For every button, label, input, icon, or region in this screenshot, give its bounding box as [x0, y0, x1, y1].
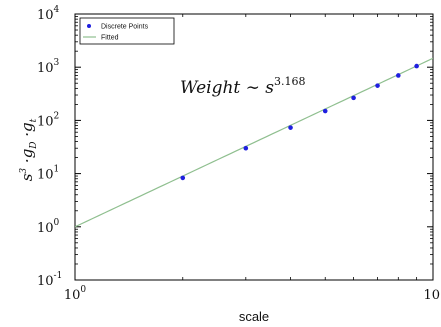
legend-box: [79, 17, 175, 45]
x-tick-label: 10: [423, 288, 440, 303]
y-tick-label: 103: [37, 58, 60, 76]
data-point: [288, 125, 293, 130]
y-label-sub1: D: [29, 141, 39, 149]
y-tick-label: 101: [37, 165, 59, 183]
legend-marker-points: [87, 24, 91, 28]
legend-label-points: Discrete Points: [101, 24, 149, 31]
discrete-points-layer: [180, 63, 419, 181]
data-point: [396, 73, 401, 78]
y-tick-label: 100: [37, 218, 60, 236]
y-tick-label: 102: [37, 111, 59, 129]
data-point: [180, 175, 186, 181]
fit-annotation-exp: 3.168: [274, 75, 306, 88]
y-tick-label: 104: [37, 5, 60, 23]
legend: Discrete Points Fitted: [79, 17, 175, 45]
x-tick-labels: 100 10: [64, 285, 440, 303]
data-point: [414, 63, 419, 69]
x-tick-label: 100: [64, 285, 87, 303]
fit-annotation-text: Weight ∼ s: [180, 78, 274, 98]
y-label-exp: 3: [19, 168, 29, 174]
y-axis-label: s3 ·gD ·gt: [18, 118, 39, 181]
plot-area: [74, 13, 434, 281]
legend-label-fitted: Fitted: [101, 35, 119, 42]
data-point: [243, 145, 249, 151]
y-label-sub2: t: [29, 118, 39, 122]
fit-annotation: Weight ∼ s3.168: [180, 75, 306, 98]
y-tick-labels: 10-1 100 101 102 103 104: [37, 5, 62, 289]
fitted-line: [75, 57, 433, 228]
y-tick-label: 10-1: [37, 271, 62, 289]
y-label-rest1: ·g: [18, 149, 36, 168]
y-label-rest2: ·g: [18, 122, 36, 141]
data-point: [351, 95, 356, 101]
data-point: [322, 108, 328, 114]
axis-ticks: [74, 13, 434, 281]
x-axis-label: scale: [239, 309, 269, 324]
fitted-line-layer: [75, 57, 433, 228]
y-label-base: s: [18, 173, 36, 181]
data-point: [375, 83, 380, 88]
